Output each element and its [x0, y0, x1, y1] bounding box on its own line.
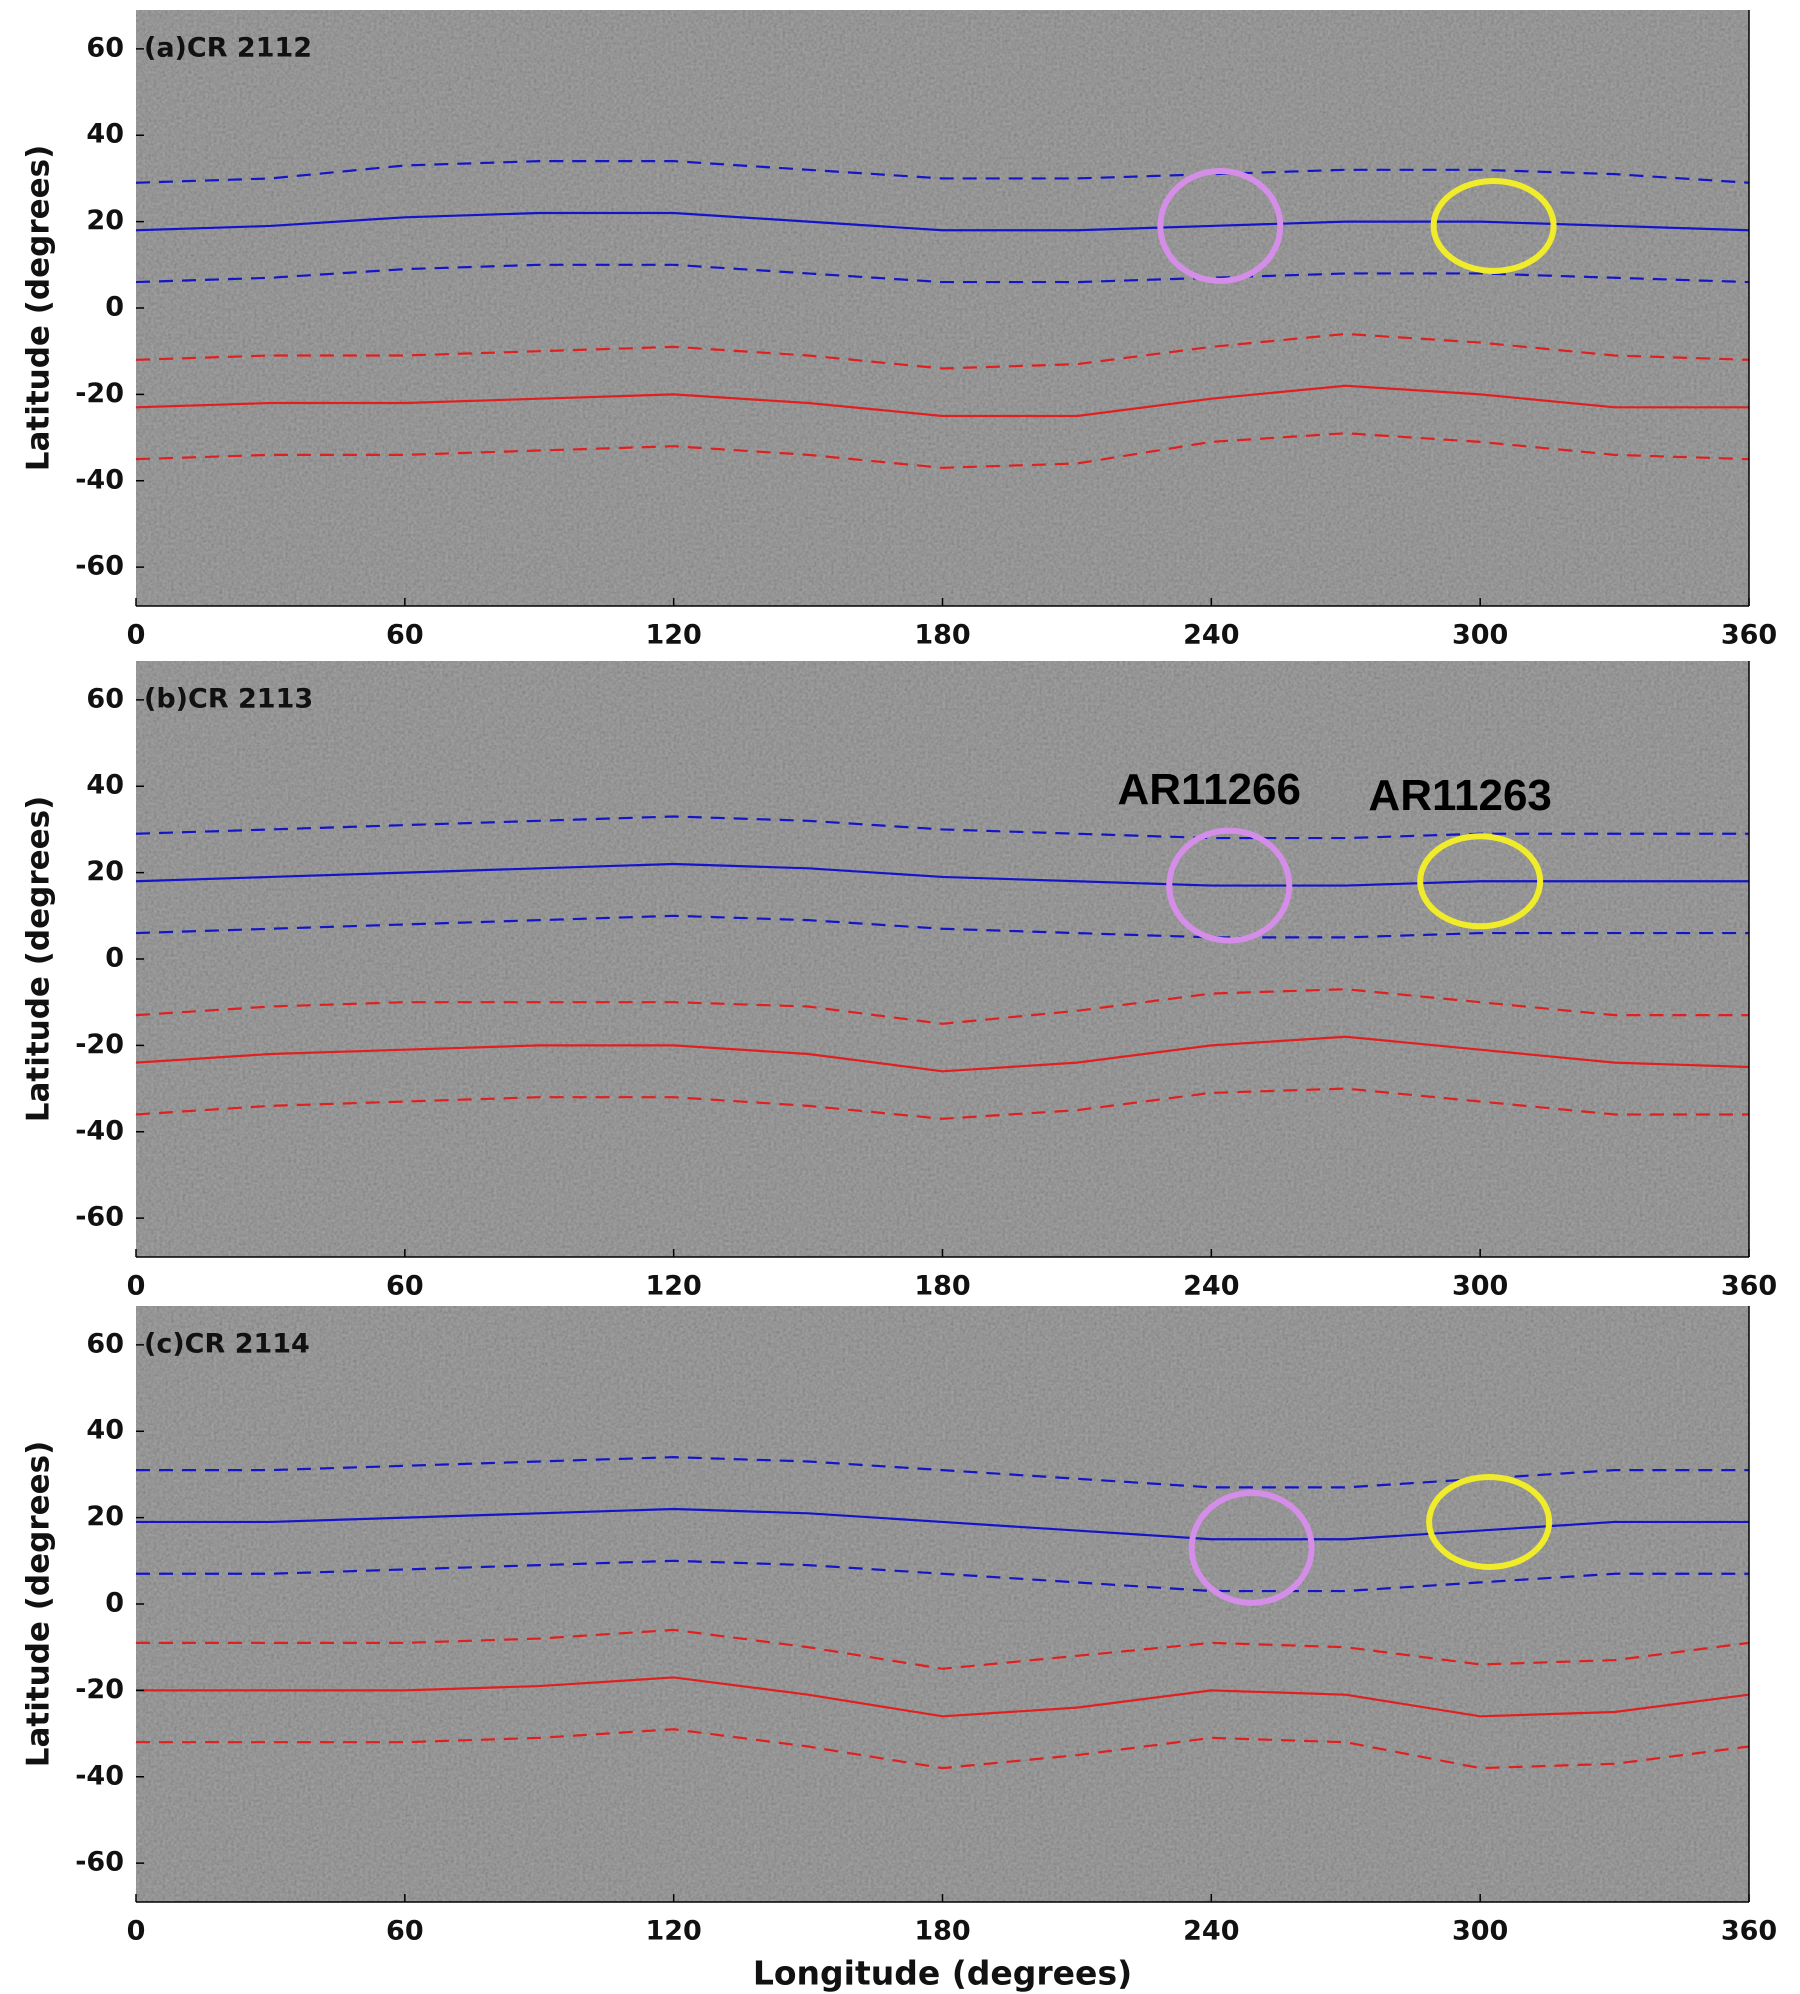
x-tick-label: 60	[386, 620, 424, 651]
x-tick-label: 60	[386, 1271, 424, 1302]
y-tick-label: -40	[75, 464, 124, 495]
x-tick-label: 300	[1452, 1271, 1508, 1302]
x-tick-label: 300	[1452, 620, 1508, 651]
x-tick-label: 360	[1721, 1271, 1777, 1302]
active-region-label: AR11263	[1368, 771, 1551, 820]
latitude-line	[136, 160, 1749, 184]
y-tick-label: 0	[105, 1588, 124, 1619]
plot-area	[136, 160, 1749, 469]
latitude-line	[136, 988, 1749, 1025]
x-tick-label: 180	[914, 1916, 970, 1947]
y-tick-label: -60	[75, 1847, 124, 1878]
y-tick-label: -40	[75, 1115, 124, 1146]
y-tick-label: 20	[86, 205, 124, 236]
x-tick-label: 240	[1183, 1916, 1239, 1947]
active-region-circle	[1157, 167, 1284, 284]
y-tick-label: 40	[86, 1415, 124, 1446]
y-tick-label: 20	[86, 856, 124, 887]
x-tick-label: 360	[1721, 620, 1777, 651]
y-tick-label: -40	[75, 1760, 124, 1791]
y-tick-label: -60	[75, 551, 124, 582]
x-tick-label: 0	[127, 620, 146, 651]
active-region-circle	[1166, 827, 1293, 944]
y-tick-label: 60	[86, 683, 124, 714]
y-tick-label: 40	[86, 770, 124, 801]
panel-title: (b)CR 2113	[144, 683, 313, 714]
x-tick-label: 240	[1183, 1271, 1239, 1302]
latitude-line	[136, 914, 1749, 939]
x-tick-label: 180	[914, 620, 970, 651]
x-tick-label: 60	[386, 1916, 424, 1947]
latitude-line	[136, 384, 1749, 418]
y-tick-label: -60	[75, 1202, 124, 1233]
y-axis-label: Latitude (degrees)	[21, 145, 57, 472]
latitude-line	[136, 1728, 1749, 1770]
latitude-line	[136, 263, 1749, 284]
x-tick-label: 240	[1183, 620, 1239, 651]
x-tick-label: 120	[645, 1916, 701, 1947]
y-tick-label: 0	[105, 943, 124, 974]
latitude-line	[136, 1087, 1749, 1120]
y-axis-label: Latitude (degrees)	[21, 796, 57, 1123]
latitude-line	[136, 1559, 1749, 1593]
active-region-circle	[1188, 1489, 1315, 1606]
map-texture	[136, 10, 1749, 606]
panel-title: (a)CR 2112	[144, 32, 312, 63]
y-tick-label: 40	[86, 119, 124, 150]
x-tick-label: 0	[127, 1271, 146, 1302]
y-tick-label: 60	[86, 32, 124, 63]
active-region-label: AR11266	[1118, 765, 1301, 814]
map-texture	[136, 661, 1749, 1257]
y-tick-label: 0	[105, 292, 124, 323]
map-texture	[136, 1306, 1749, 1902]
panel-title: (c)CR 2114	[144, 1328, 310, 1359]
x-tick-label: 180	[914, 1271, 970, 1302]
latitude-line	[136, 332, 1749, 370]
x-tick-label: 120	[645, 1271, 701, 1302]
active-region-circle	[1417, 833, 1544, 930]
latitude-line	[136, 1628, 1749, 1670]
y-tick-label: -20	[75, 378, 124, 409]
active-region-circle	[1426, 1473, 1553, 1570]
active-region-circle	[1430, 177, 1557, 274]
y-tick-label: -20	[75, 1029, 124, 1060]
y-tick-label: 20	[86, 1501, 124, 1532]
x-axis-label: Longitude (degrees)	[753, 1954, 1132, 1993]
latitude-line	[136, 1507, 1749, 1541]
y-tick-label: -20	[75, 1674, 124, 1705]
latitude-line	[136, 432, 1749, 469]
x-tick-label: 120	[645, 620, 701, 651]
latitude-line	[136, 862, 1749, 887]
x-tick-label: 300	[1452, 1916, 1508, 1947]
x-tick-label: 360	[1721, 1916, 1777, 1947]
latitude-line	[136, 211, 1749, 232]
latitude-line	[136, 1035, 1749, 1073]
latitude-line	[136, 1676, 1749, 1718]
y-tick-label: 60	[86, 1328, 124, 1359]
x-tick-label: 0	[127, 1916, 146, 1947]
y-axis-label: Latitude (degrees)	[21, 1441, 57, 1768]
